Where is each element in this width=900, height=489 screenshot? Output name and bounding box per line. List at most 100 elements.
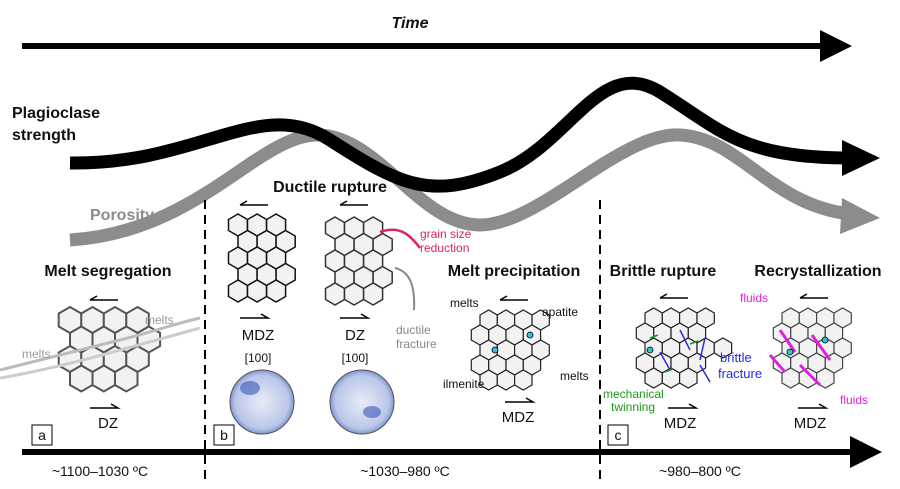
grain: [815, 367, 835, 389]
fracture: [659, 351, 671, 371]
letter-box: [607, 424, 629, 446]
shear-arrow: [499, 295, 528, 301]
pole-maximum: [363, 406, 381, 418]
label: ilmenite: [443, 377, 485, 391]
curve-label: Porosity: [90, 207, 154, 224]
zone: MDZ: [502, 409, 535, 426]
shear-arrow: [505, 397, 536, 403]
letter-box: [213, 424, 235, 446]
mineral: [786, 348, 794, 356]
fluid-path: [810, 334, 832, 361]
panel-title: Ductile rupture: [273, 179, 387, 196]
label: grain size: [420, 227, 472, 241]
temperature: ~1100–1030 ºC: [52, 463, 148, 479]
panel-title: Recrystallization: [754, 263, 881, 280]
label: melts: [145, 313, 174, 327]
label: mechanical: [603, 387, 664, 401]
temperature: ~980–800 ºC: [659, 463, 741, 479]
panel-title: Brittle rupture: [610, 263, 717, 280]
shear-arrow: [659, 293, 688, 299]
axis-label: [100]: [342, 351, 369, 365]
pole-figure: [229, 369, 295, 435]
arrow-head: [840, 198, 880, 234]
shear-arrow: [239, 200, 268, 206]
fracture: [679, 329, 691, 351]
label: reduction: [420, 241, 469, 255]
zone: MDZ: [242, 327, 275, 344]
axis-label: [100]: [245, 351, 272, 365]
grain: [678, 367, 698, 389]
strength-curve: [69, 76, 851, 193]
grain: [496, 369, 516, 391]
shear-arrow: [240, 313, 271, 319]
mineral: [821, 336, 829, 344]
grain: [362, 282, 384, 306]
porosity-curve: [69, 128, 851, 247]
label: fracture: [718, 366, 762, 381]
grain: [265, 279, 287, 303]
label: twinning: [611, 400, 655, 414]
melt-path: [0, 316, 201, 372]
curve-label: Plagioclase: [12, 105, 100, 122]
label: melts: [22, 347, 51, 361]
arrow-head: [850, 436, 882, 468]
label: apatite: [542, 305, 578, 319]
shear-arrow: [798, 403, 829, 409]
shear-arrow: [89, 295, 118, 301]
shear-arrow: [90, 403, 121, 409]
mineral: [491, 346, 499, 354]
title: Time: [391, 15, 428, 32]
twin: [649, 334, 659, 339]
grain: [114, 364, 139, 393]
panel-title: Melt precipitation: [448, 263, 580, 280]
pole-maximum: [240, 381, 260, 395]
mineral: [526, 331, 534, 339]
grain: [644, 367, 663, 389]
grain: [713, 337, 733, 359]
panel-letter: a: [38, 427, 46, 443]
label: brittle: [720, 350, 752, 365]
panel-letter: b: [220, 427, 228, 443]
grain: [343, 282, 365, 306]
panel-letter: c: [615, 427, 622, 443]
mineral: [646, 346, 654, 354]
pole-figure: [329, 369, 395, 435]
grain: [324, 282, 346, 306]
grain: [91, 364, 116, 393]
letter-box: [31, 424, 53, 446]
label: ductile: [396, 323, 431, 337]
zone: MDZ: [664, 415, 697, 432]
melt-path: [0, 326, 201, 380]
grain: [246, 279, 268, 303]
twin: [664, 368, 674, 373]
arrow-head: [820, 30, 852, 62]
label: melts: [560, 369, 589, 383]
panel-title: Melt segregation: [44, 263, 171, 280]
pointer: [394, 267, 416, 311]
grain-grids: [57, 200, 852, 409]
shear-arrow: [339, 200, 368, 206]
grain: [227, 279, 249, 303]
grain: [69, 364, 94, 393]
label: melts: [450, 296, 479, 310]
twin: [689, 340, 699, 345]
zone: DZ: [98, 415, 118, 432]
grain: [661, 367, 681, 389]
label: fluids: [840, 393, 868, 407]
fracture: [699, 337, 706, 361]
zone: DZ: [345, 327, 365, 344]
grain: [513, 369, 533, 391]
label: fluids: [740, 291, 768, 305]
shear-arrow: [668, 403, 699, 409]
shear-arrow: [799, 293, 828, 299]
fluid-path: [768, 354, 787, 373]
fracture: [699, 364, 711, 383]
arrow-head: [842, 140, 880, 176]
curve-label: strength: [12, 127, 76, 144]
zone: MDZ: [794, 415, 827, 432]
temperature: ~1030–980 ºC: [360, 463, 450, 479]
fluid-path: [798, 363, 822, 387]
fluid-path: [778, 329, 797, 353]
label: fracture: [396, 337, 437, 351]
